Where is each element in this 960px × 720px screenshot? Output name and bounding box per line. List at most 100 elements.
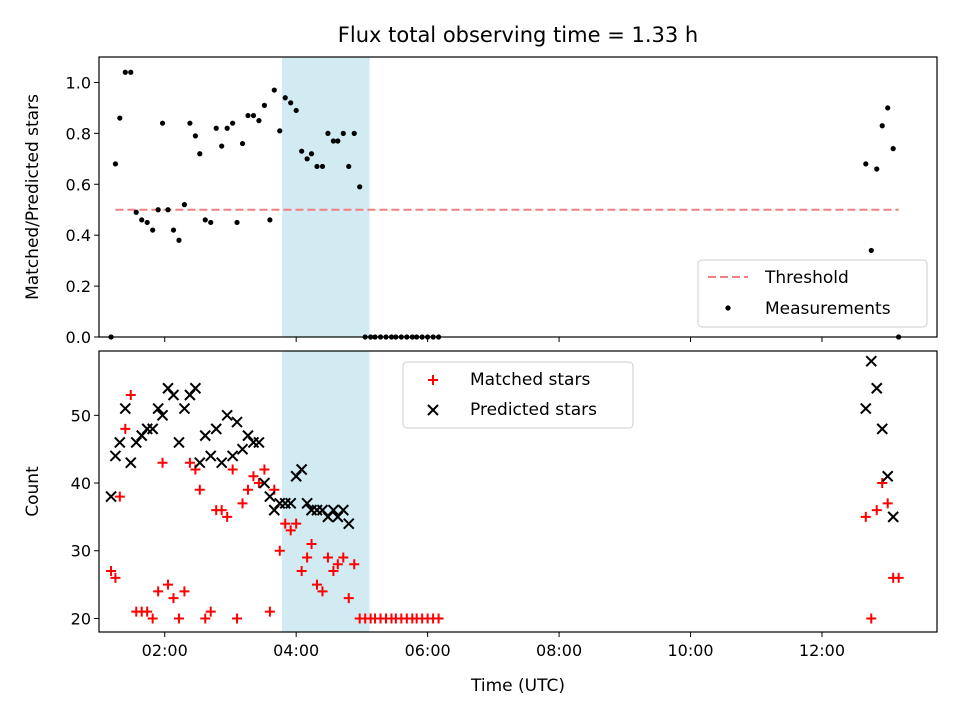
matched-point bbox=[866, 613, 877, 624]
predicted-point bbox=[105, 490, 117, 503]
matched-point bbox=[322, 552, 333, 563]
matched-point bbox=[311, 579, 322, 590]
matched-point bbox=[110, 572, 121, 583]
x-axis-label: Time (UTC) bbox=[470, 676, 565, 696]
matched-point bbox=[184, 457, 195, 468]
matched-point bbox=[200, 613, 211, 624]
observing-span bbox=[281, 57, 370, 337]
measurement-point bbox=[271, 87, 277, 93]
measurement-point bbox=[245, 112, 251, 119]
predicted-point bbox=[264, 490, 276, 503]
matched-point bbox=[227, 464, 238, 475]
matched-point bbox=[168, 593, 179, 604]
predicted-point bbox=[295, 463, 308, 476]
predicted-point bbox=[146, 423, 159, 435]
axes-frame bbox=[98, 350, 938, 633]
y-tick-label: 50 bbox=[71, 406, 91, 425]
predicted-point bbox=[887, 511, 899, 523]
predicted-point bbox=[221, 409, 233, 422]
predicted-point bbox=[125, 457, 137, 469]
observing-span bbox=[281, 351, 370, 632]
measurement-point bbox=[117, 115, 123, 121]
predicted-point bbox=[337, 504, 349, 516]
matched-point bbox=[125, 390, 136, 401]
y-tick-label: 1.0 bbox=[66, 73, 91, 92]
matched-point bbox=[302, 552, 313, 563]
predicted-point bbox=[284, 497, 297, 510]
predicted-point bbox=[119, 402, 131, 415]
y-tick-label: 0.2 bbox=[66, 277, 91, 296]
predicted-point bbox=[152, 402, 164, 415]
measurement-point bbox=[863, 161, 869, 167]
matched-point bbox=[153, 586, 164, 597]
measurement-point bbox=[150, 227, 156, 233]
predicted-point bbox=[173, 436, 185, 449]
x-tick-label: 02:00 bbox=[142, 641, 188, 660]
x-tick-label: 10:00 bbox=[667, 641, 713, 660]
measurement-point bbox=[208, 219, 214, 226]
measurement-point bbox=[213, 125, 219, 131]
y-tick-label: 20 bbox=[71, 609, 91, 628]
measurement-point bbox=[277, 128, 283, 134]
measurement-point bbox=[288, 100, 294, 106]
matched-point bbox=[306, 538, 317, 549]
predicted-point bbox=[860, 402, 872, 415]
measurement-point bbox=[256, 118, 262, 124]
measurement-point bbox=[299, 148, 305, 154]
measurement-point bbox=[874, 166, 880, 172]
predicted-point bbox=[205, 450, 217, 462]
predicted-point bbox=[876, 423, 888, 435]
y-tick-label: 0.0 bbox=[66, 328, 91, 347]
measurement-point bbox=[261, 102, 268, 108]
measurement-point bbox=[868, 247, 874, 254]
matched-point bbox=[280, 518, 291, 529]
matched-point bbox=[296, 566, 307, 577]
matched-point bbox=[147, 613, 158, 624]
measurement-point bbox=[314, 163, 320, 170]
legend-predicted-swatch bbox=[427, 404, 439, 416]
matched-point bbox=[328, 566, 339, 577]
matched-point bbox=[291, 518, 302, 529]
matched-point bbox=[106, 566, 117, 577]
predicted-point bbox=[109, 450, 122, 462]
measurement-point bbox=[308, 151, 315, 157]
matched-point bbox=[205, 606, 216, 617]
matched-point bbox=[871, 505, 882, 516]
predicted-point bbox=[327, 504, 340, 516]
legend-box bbox=[697, 259, 928, 328]
predicted-point bbox=[247, 436, 260, 449]
measurement-point bbox=[357, 184, 363, 190]
predicted-point bbox=[258, 477, 271, 489]
measurement-point bbox=[325, 130, 331, 136]
measurement-point bbox=[340, 130, 346, 136]
legend: Matched stars Predicted stars bbox=[402, 361, 634, 429]
measurement-point bbox=[187, 120, 193, 126]
matched-point bbox=[343, 593, 354, 604]
series-measurements bbox=[108, 69, 902, 340]
predicted-point bbox=[189, 382, 202, 394]
y-tick-label: 30 bbox=[71, 542, 91, 561]
matched-point bbox=[349, 559, 360, 570]
predicted-point bbox=[865, 355, 877, 367]
legend-measurements-label: Measurements bbox=[765, 299, 891, 319]
matched-point bbox=[222, 511, 233, 522]
matched-point bbox=[216, 505, 227, 516]
measurement-point bbox=[230, 120, 236, 126]
predicted-point bbox=[178, 402, 191, 415]
matched-point bbox=[860, 511, 871, 522]
predicted-point bbox=[141, 423, 153, 435]
matched-point bbox=[157, 457, 168, 468]
measurement-point bbox=[197, 151, 203, 157]
measurement-point bbox=[335, 138, 341, 144]
measurement-point bbox=[112, 161, 119, 167]
matched-point bbox=[248, 471, 259, 482]
measurement-point bbox=[304, 156, 310, 162]
measurement-point bbox=[239, 140, 246, 147]
chart-title: Flux total observing time = 1.33 h bbox=[338, 23, 698, 47]
measurement-point bbox=[267, 217, 273, 223]
matched-point bbox=[274, 545, 285, 556]
predicted-point bbox=[231, 416, 243, 428]
matched-point bbox=[433, 613, 444, 624]
legend-predicted-label: Predicted stars bbox=[470, 400, 597, 420]
measurement-point bbox=[234, 219, 240, 226]
